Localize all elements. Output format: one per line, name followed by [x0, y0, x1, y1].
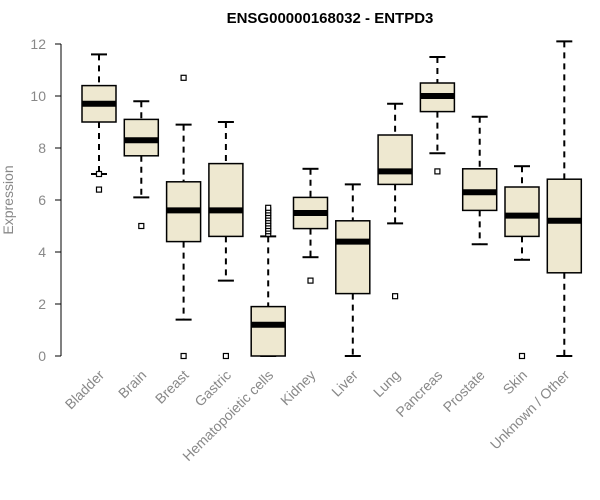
x-tick-label: Lung [370, 367, 403, 400]
y-tick-label: 8 [38, 140, 46, 156]
boxes-group [81, 40, 583, 360]
outlier-point [265, 204, 272, 211]
box-lung [377, 102, 413, 300]
box-bladder [81, 53, 117, 193]
box-unknown-other [546, 40, 583, 357]
outlier-point [392, 293, 399, 300]
y-tick-label: 12 [30, 36, 46, 52]
iqr-box [377, 134, 413, 186]
iqr-box [208, 162, 244, 238]
y-tick-label: 6 [38, 192, 46, 208]
outlier-point [518, 352, 526, 360]
outlier-point [95, 186, 103, 193]
outlier-point [434, 168, 441, 175]
x-tick-label: Brain [115, 367, 149, 401]
x-tick-label: Liver [328, 367, 361, 400]
box-hematopoietic-cells [250, 204, 286, 357]
y-tick-label: 10 [30, 88, 46, 104]
outlier-point [138, 222, 145, 230]
iqr-box [335, 220, 371, 295]
outlier-point [180, 352, 187, 360]
y-tick-label: 0 [38, 348, 46, 364]
y-tick-label: 2 [38, 296, 46, 312]
iqr-box [250, 305, 286, 357]
box-breast [165, 74, 202, 360]
box-liver [335, 183, 371, 357]
iqr-box [546, 178, 583, 274]
iqr-box [504, 186, 540, 238]
x-tick-label: Breast [152, 367, 192, 407]
box-gastric [208, 121, 244, 360]
x-tick-label: Kidney [277, 367, 319, 409]
box-brain [123, 100, 160, 230]
outlier-point [222, 352, 229, 360]
outlier-point [307, 277, 314, 284]
x-tick-label: Unknown / Other [487, 367, 573, 453]
outlier-point [180, 74, 187, 81]
x-tick-label: Skin [500, 367, 531, 398]
outlier-point [95, 170, 103, 178]
y-tick-label: 4 [38, 244, 46, 260]
x-tick-label: Prostate [440, 367, 488, 415]
x-tick-label: Bladder [62, 367, 108, 413]
box-pancreas [419, 56, 456, 175]
box-prostate [461, 115, 498, 246]
y-axis: 0 2 4 6 8 10 12 [30, 36, 62, 364]
box-kidney [292, 167, 329, 284]
chart-title: ENSG00000168032 - ENTPD3 [227, 10, 434, 27]
x-tick-label: Pancreas [392, 367, 445, 420]
y-axis-label: Expression [0, 165, 16, 234]
box-skin [504, 165, 540, 360]
